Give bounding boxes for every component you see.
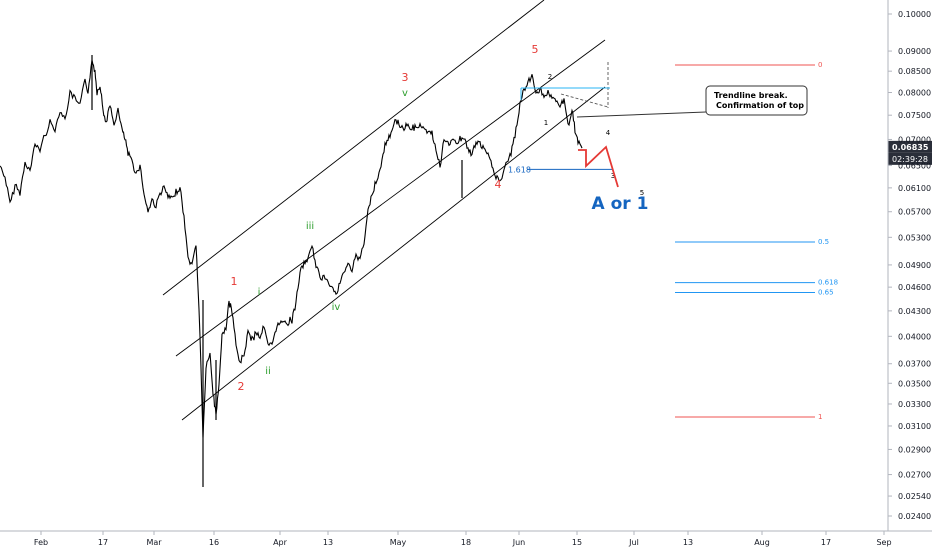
y-tick-label: 0.10000: [898, 10, 931, 19]
x-tick-label: Feb: [34, 538, 48, 547]
wave-label: iv: [332, 302, 341, 313]
wave-label: 4: [606, 129, 611, 137]
y-tick-label: 0.04600: [898, 283, 931, 292]
wave-label: v: [402, 88, 408, 99]
y-tick-label: 0.02540: [898, 492, 931, 501]
callout-line-1: Trendline break.: [714, 91, 788, 100]
y-tick-label: 0.09000: [898, 47, 931, 56]
callout-line-2: Confirmation of top: [716, 101, 804, 110]
x-tick-label: 16: [209, 538, 219, 547]
y-tick-label: 0.06100: [898, 184, 931, 193]
y-tick-label: 0.05300: [898, 233, 931, 242]
x-tick-label: 15: [572, 538, 582, 547]
y-tick-label: 0.07500: [898, 111, 931, 120]
fib-label: 0.618: [818, 279, 838, 287]
fib-label: 0.65: [818, 289, 834, 297]
x-tick-label: 18: [461, 538, 471, 547]
x-tick-label: Sep: [876, 538, 891, 547]
wave-label: iii: [306, 221, 314, 232]
wave-label: ii: [265, 366, 271, 377]
x-tick-label: Mar: [146, 538, 162, 547]
fib-near-label: 1.618: [508, 165, 531, 174]
y-tick-label: 0.02900: [898, 445, 931, 454]
wave-label: 1: [231, 275, 238, 288]
x-tick-label: May: [390, 538, 407, 547]
wave-label: i: [258, 287, 261, 298]
wave-label: 4: [495, 178, 502, 191]
fib-label: 0: [818, 61, 822, 69]
y-tick-label: 0.03500: [898, 379, 931, 388]
x-tick-label: 17: [821, 538, 831, 547]
y-tick-label: 0.03100: [898, 422, 931, 431]
y-tick-label: 0.04000: [898, 332, 931, 341]
y-tick-label: 0.03300: [898, 400, 931, 409]
y-tick-label: 0.04300: [898, 307, 931, 316]
y-tick-label: 0.04900: [898, 261, 931, 270]
x-tick-label: Jul: [628, 538, 639, 547]
y-tick-label: 0.06500: [898, 162, 931, 171]
fib-label: 0.5: [818, 238, 829, 246]
y-tick-label: 0.03700: [898, 360, 931, 369]
y-tick-label: 0.07000: [898, 135, 931, 144]
wave-label: 2: [548, 73, 552, 81]
wave-label: 5: [532, 43, 539, 56]
x-tick-label: Apr: [273, 538, 288, 547]
x-tick-label: Aug: [754, 538, 770, 547]
y-tick-label: 0.08000: [898, 88, 931, 97]
y-tick-label: 0.08500: [898, 67, 931, 76]
projection-label: A or 1: [592, 194, 649, 214]
wave-label: 1: [544, 119, 548, 127]
x-tick-label: 13: [323, 538, 333, 547]
wave-label: 2: [238, 380, 245, 393]
y-tick-label: 0.02700: [898, 471, 931, 480]
wave-label: 3: [402, 71, 409, 84]
y-tick-label: 0.02400: [898, 512, 931, 521]
x-tick-label: 13: [683, 538, 693, 547]
fib-label: 1: [818, 413, 822, 421]
x-tick-label: 17: [98, 538, 108, 547]
y-tick-label: 0.05700: [898, 208, 931, 217]
x-tick-label: Jun: [512, 538, 526, 547]
